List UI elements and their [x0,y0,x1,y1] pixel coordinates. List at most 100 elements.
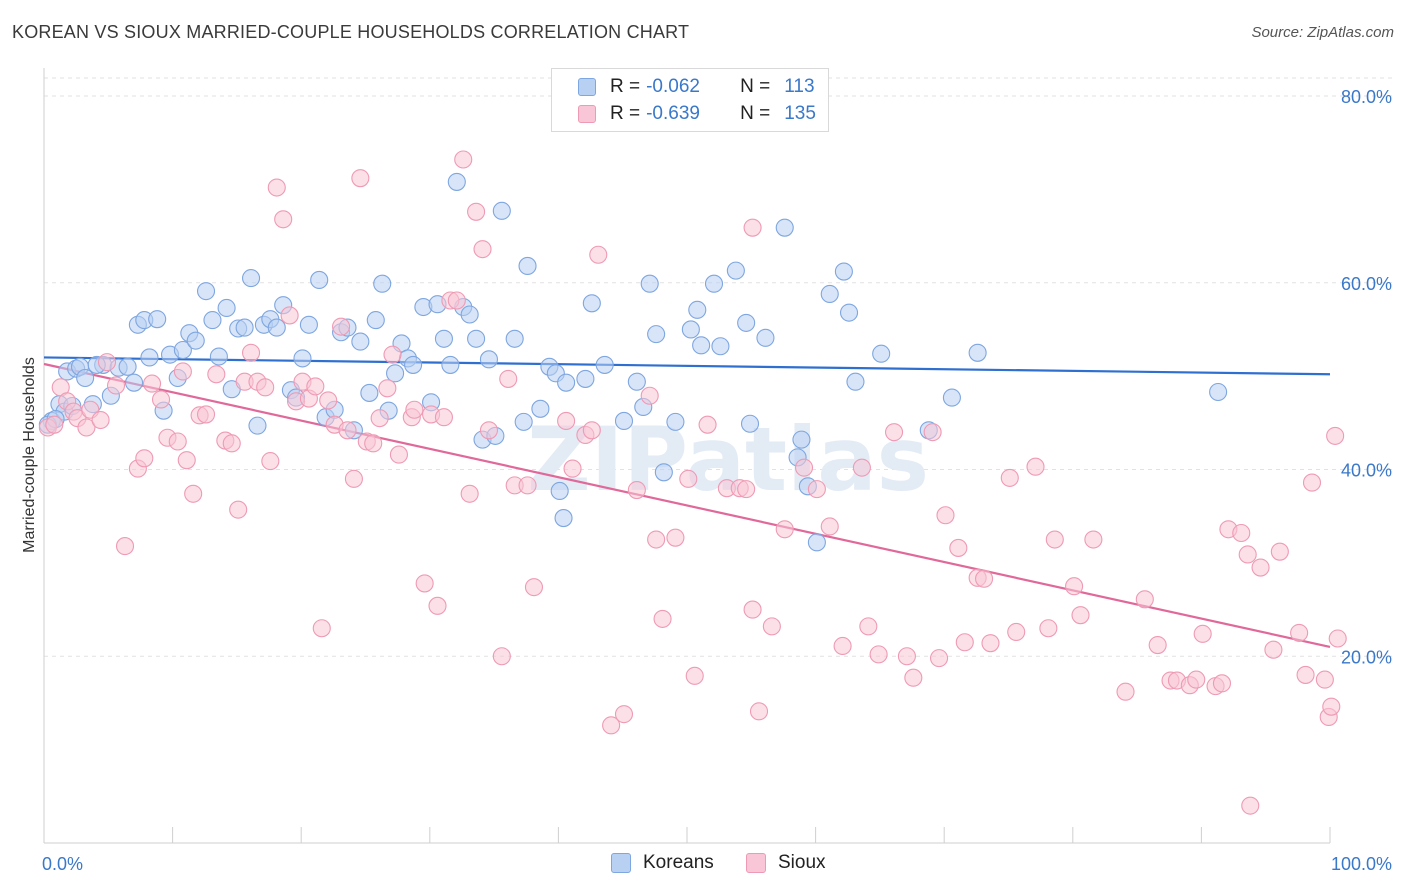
koreans-point [942,388,961,407]
sioux-point [923,423,942,442]
sioux-point [142,374,162,393]
y-tick-label-3: 80.0% [1341,87,1392,107]
sioux-point [312,619,331,638]
sioux-point [1071,606,1090,625]
koreans-point [1209,382,1228,402]
sioux-point [344,469,363,488]
koreans-point [217,298,236,318]
sioux-point [434,408,453,427]
sioux-point [332,317,351,336]
koreans-point [820,284,839,304]
sioux-point [241,343,261,362]
sioux-point [775,520,794,539]
sioux-point [1264,640,1283,659]
sioux-point [1065,577,1084,596]
sioux-point [447,291,466,310]
sioux-point [1039,619,1058,638]
y-tick-labels: 20.0% 40.0% 60.0% 80.0% [1341,87,1392,667]
koreans-point [654,463,673,482]
sioux-point [589,245,608,264]
sioux-trend-line [43,362,1331,648]
sioux-n-label: N = [740,103,771,124]
x-tick-label-min: 0.0% [42,854,83,874]
koreans-point [839,303,859,322]
koreans-point [846,372,865,391]
sioux-point [1326,426,1345,445]
sioux-point [467,202,486,221]
legend-item-sioux[interactable]: Sioux [746,852,826,874]
sioux-point [582,421,601,440]
x-tick-labels: 0.0% 100.0% [42,854,1392,874]
koreans-trend-line [43,356,1331,376]
koreans-point [640,274,659,293]
sioux-point [936,506,955,525]
sioux-point [563,459,582,478]
source-credit: Source: ZipAtlas.com [1251,24,1394,41]
koreans-point [404,355,423,374]
koreans-point [293,349,312,368]
koreans-point [531,399,550,418]
sioux-point [77,418,96,437]
series-sioux [38,150,1347,815]
koreans-point [550,481,569,501]
sioux-point [679,469,698,488]
sioux-point [833,636,852,656]
sioux-point [280,306,299,325]
sioux-point [184,484,203,503]
koreans-point [173,340,192,360]
sioux-point [884,423,904,442]
koreans-point [241,269,261,288]
sioux-point [852,458,871,477]
koreans-point [441,355,460,374]
koreans-point [834,262,853,281]
koreans-r-label: R = [610,76,641,97]
koreans-point [505,329,524,348]
koreans-point [576,369,595,388]
koreans-point [447,172,466,191]
sioux-point [1212,674,1232,693]
koreans-point [366,311,385,330]
sioux-point [499,369,518,388]
koreans-point [186,331,205,350]
sioux-point [1251,558,1270,577]
koreans-point [726,261,745,280]
sioux-point [256,378,275,397]
sioux-point [1084,530,1103,549]
sioux-point [151,390,171,409]
sioux-point [640,386,659,405]
sioux-point [274,210,293,229]
sioux-point [602,716,621,735]
koreans-point [518,256,537,276]
sioux-point [627,480,646,500]
sioux-point [1328,629,1347,648]
koreans-point [704,274,724,293]
koreans-point [267,318,286,337]
sioux-point [762,617,781,636]
sioux-r-label: R = [610,103,641,124]
sioux-legend-label: Sioux [778,852,826,873]
sioux-point [869,645,888,664]
sioux-point [1232,523,1251,543]
koreans-point [737,313,756,332]
koreans-point [203,311,222,330]
sioux-point [383,345,402,364]
koreans-point [310,270,329,290]
koreans-point [756,328,775,347]
sioux-point [351,169,370,188]
sioux-point [653,609,672,628]
sioux-point [518,476,537,495]
sioux-point [698,415,717,434]
koreans-point [692,336,711,355]
koreans-point [140,348,159,367]
legend-item-koreans[interactable]: Koreans [611,852,714,874]
sioux-point [97,353,117,372]
y-axis-label: Married-couple Households [21,357,38,553]
sioux-point [207,365,226,384]
koreans-point [196,282,216,301]
koreans-point [373,274,392,293]
sioux-point [415,574,434,593]
sioux-point [743,218,762,237]
koreans-point [775,218,794,237]
koreans-swatch-icon [578,78,596,96]
